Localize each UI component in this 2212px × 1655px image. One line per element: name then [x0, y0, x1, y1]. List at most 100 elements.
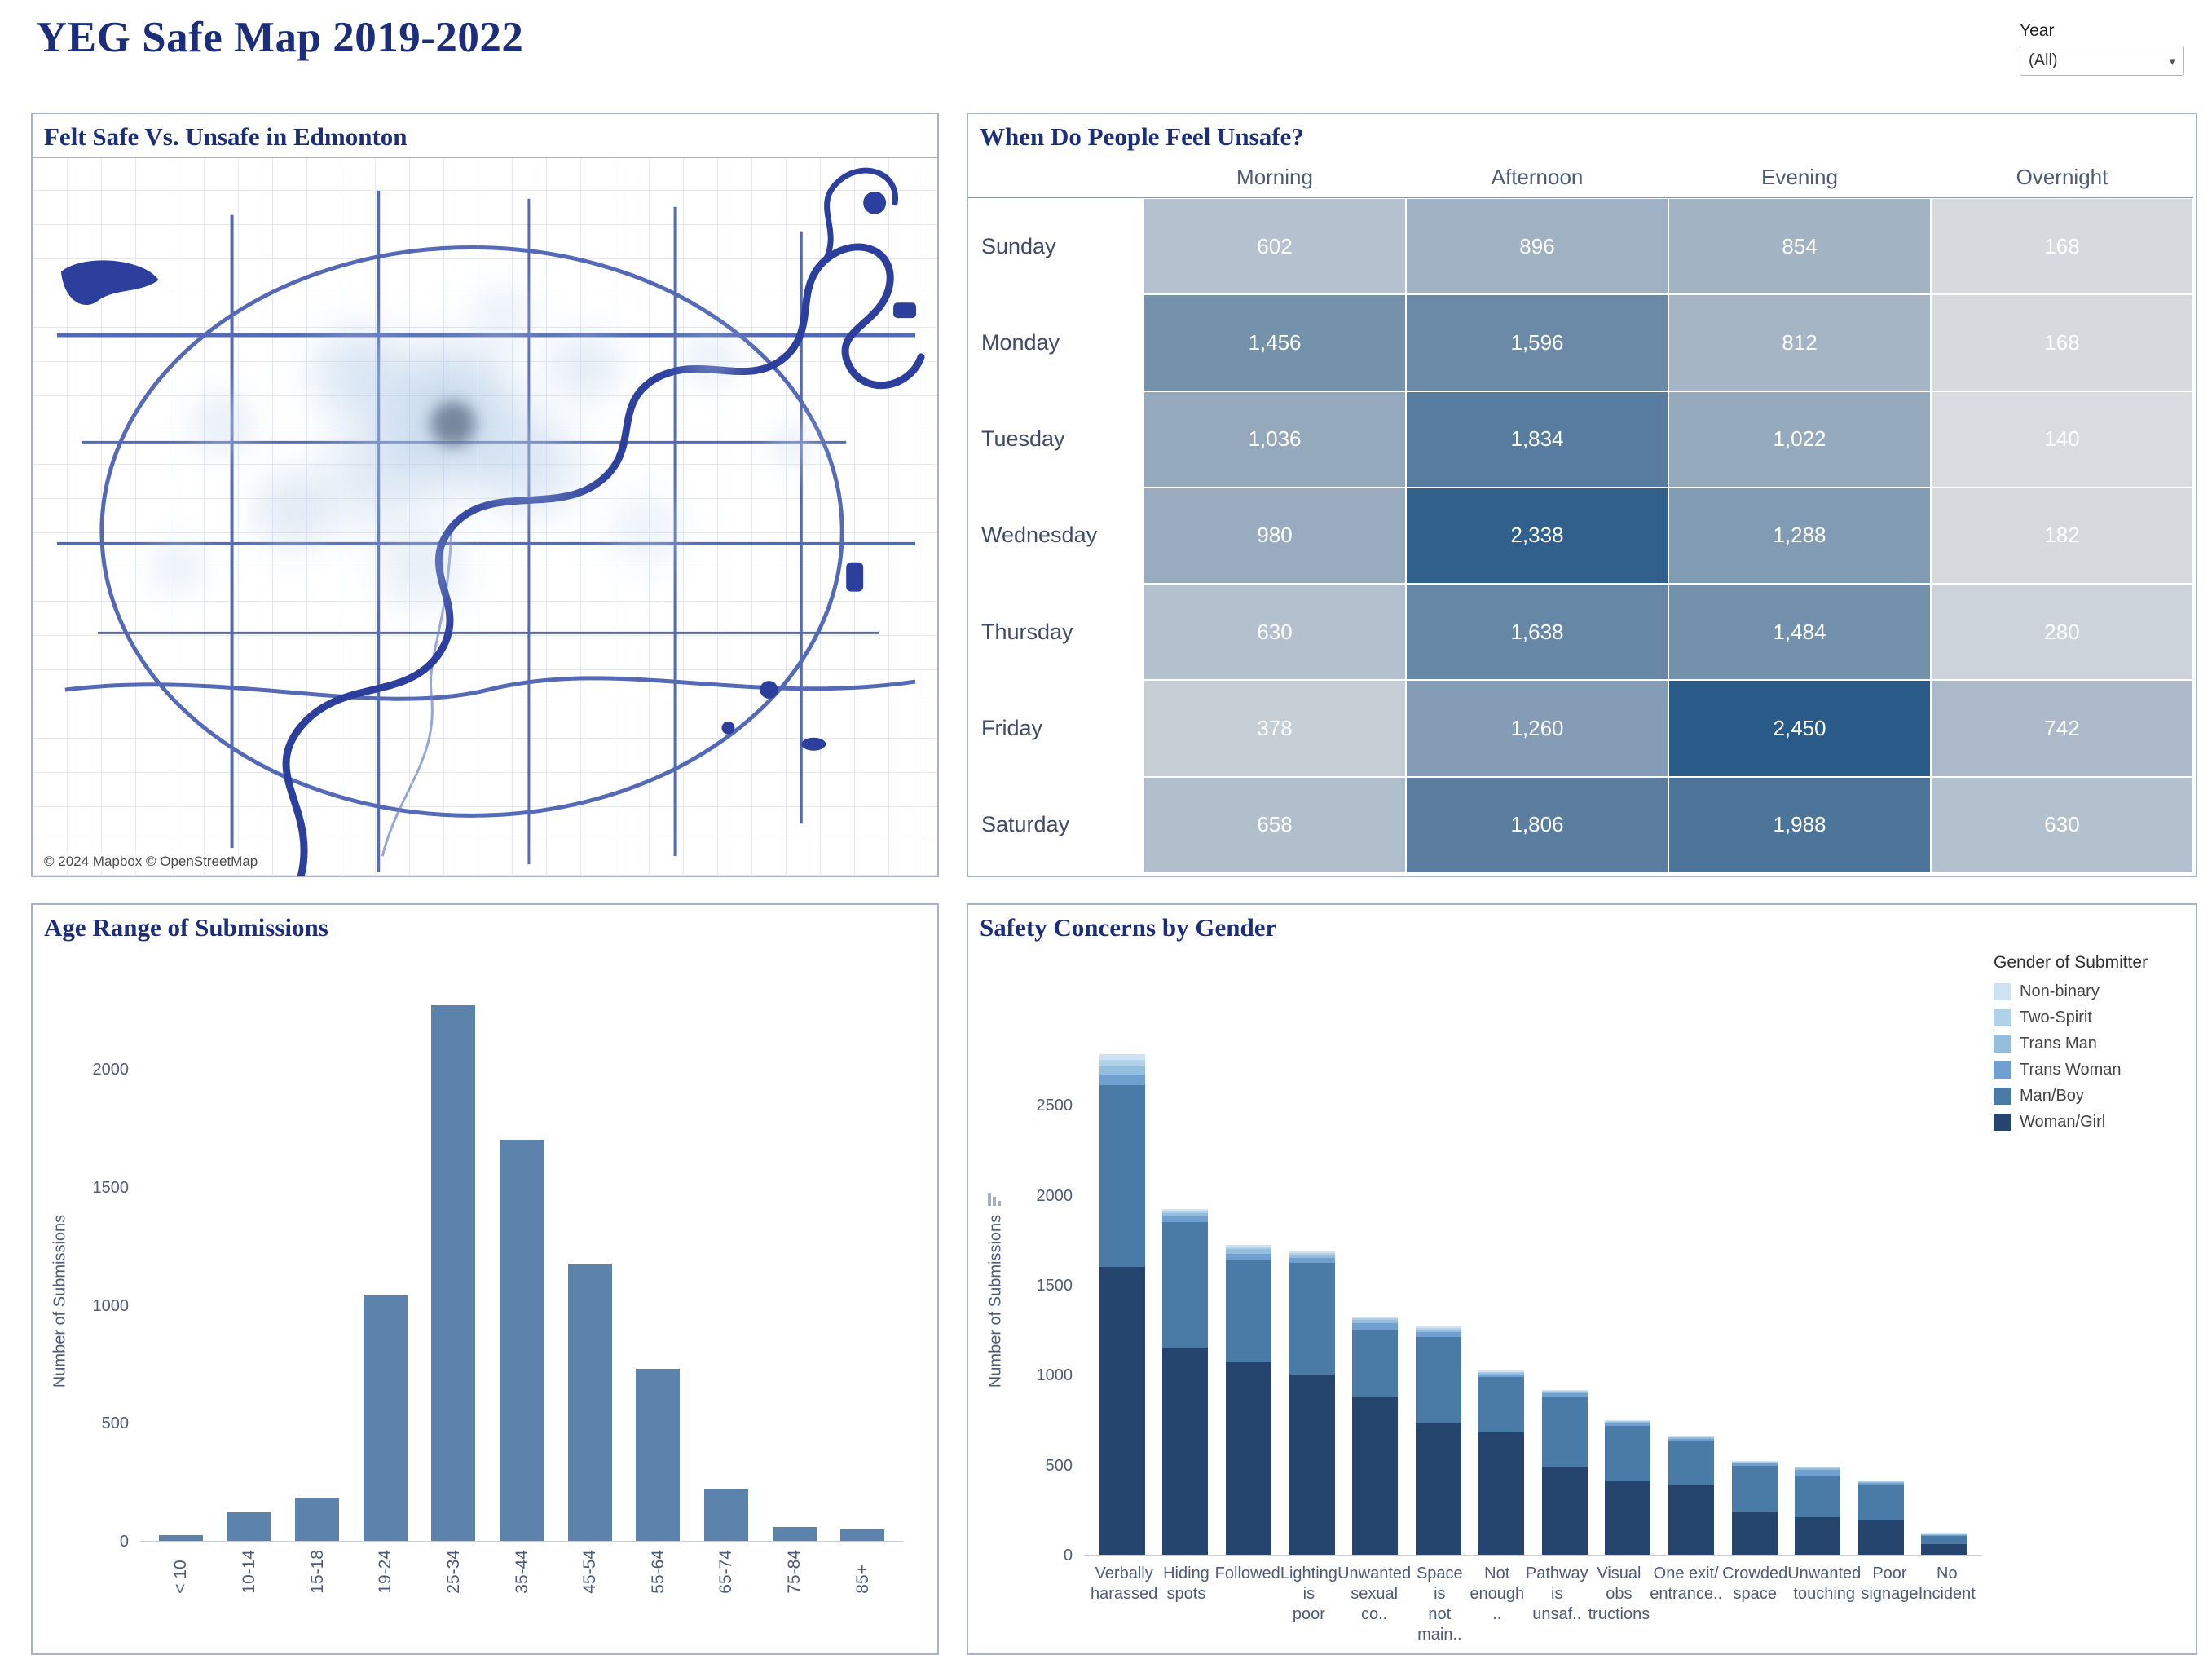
age-bar[interactable]	[158, 1535, 203, 1541]
legend-item-non-binary[interactable]: Non-binary	[1994, 982, 2181, 1001]
stacked-bar[interactable]	[1857, 1481, 1904, 1555]
heat-cell[interactable]: 1,988	[1668, 776, 1931, 873]
stacked-bar[interactable]	[1731, 1461, 1778, 1555]
row-label-saturday: Saturday	[981, 812, 1070, 837]
heat-cell[interactable]: 742	[1931, 680, 2193, 777]
heat-cell[interactable]: 1,638	[1406, 584, 1668, 681]
age-bar[interactable]	[840, 1529, 885, 1541]
x-label-cell: No Incident	[1919, 1564, 1976, 1645]
heat-cell[interactable]: 896	[1406, 198, 1668, 295]
bar-segment-woman-girl	[1731, 1512, 1778, 1555]
heat-cell[interactable]: 630	[1931, 776, 2193, 873]
heat-cell[interactable]: 658	[1143, 776, 1406, 873]
sort-icon[interactable]	[988, 1193, 1001, 1206]
age-bar[interactable]	[772, 1527, 817, 1541]
legend-item-trans-woman[interactable]: Trans Woman	[1994, 1061, 2181, 1079]
heat-cell[interactable]: 1,834	[1406, 391, 1668, 488]
bar-segment-trans-man	[1668, 1437, 1714, 1439]
heat-cell[interactable]: 1,484	[1668, 584, 1931, 681]
bar-column	[147, 987, 215, 1541]
heat-cell[interactable]: 1,022	[1668, 391, 1931, 488]
age-bar[interactable]	[500, 1140, 544, 1541]
heat-cell[interactable]: 168	[1931, 198, 2193, 295]
bar-segment-man-boy	[1225, 1260, 1271, 1362]
bar-segment-trans-woman	[1731, 1463, 1778, 1466]
bar-segment-trans-man	[1541, 1392, 1588, 1393]
heat-cell[interactable]: 630	[1143, 584, 1406, 681]
bar-segment-woman-girl	[1921, 1544, 1967, 1555]
map-canvas[interactable]: © 2024 Mapbox © OpenStreetMap	[33, 157, 937, 876]
y-tick-label: 2000	[1036, 1186, 1073, 1205]
heat-cell[interactable]: 378	[1143, 680, 1406, 777]
column-header-overnight: Overnight	[2016, 165, 2108, 189]
heat-cell[interactable]: 168	[1931, 294, 2193, 391]
y-tick-label: 2000	[92, 1061, 130, 1079]
stack-column	[1343, 1034, 1407, 1555]
age-bar[interactable]	[295, 1498, 340, 1541]
table-row: Saturday 658 1,806 1,988 630	[968, 776, 2193, 873]
stacked-bar[interactable]	[1415, 1326, 1461, 1555]
bar-segment-trans-woman	[1225, 1254, 1271, 1260]
map-river	[282, 167, 925, 876]
x-label-cell: Followed	[1215, 1564, 1280, 1645]
stacked-bar[interactable]	[1289, 1251, 1335, 1555]
x-axis-label: No Incident	[1918, 1565, 1976, 1603]
heat-cell[interactable]: 1,596	[1406, 294, 1668, 391]
bar-segment-non-binary	[1099, 1054, 1145, 1060]
age-bar[interactable]	[636, 1369, 681, 1541]
bar-segment-man-boy	[1668, 1441, 1714, 1485]
legend-label: Trans Man	[2020, 1035, 2097, 1053]
age-bar[interactable]	[431, 1005, 476, 1541]
stacked-bar[interactable]	[1099, 1054, 1145, 1555]
heat-cell[interactable]: 1,806	[1406, 776, 1668, 873]
x-axis-label: 65-74	[716, 1550, 736, 1594]
heat-cell[interactable]: 140	[1931, 391, 2193, 488]
gender-concerns-title: Safety Concerns by Gender	[980, 913, 1277, 942]
stacked-bar[interactable]	[1541, 1390, 1588, 1555]
legend-item-trans-man[interactable]: Trans Man	[1994, 1035, 2181, 1053]
heat-cell[interactable]: 1,036	[1143, 391, 1406, 488]
heat-cell[interactable]: 2,450	[1668, 680, 1931, 777]
heat-cell[interactable]: 2,338	[1406, 487, 1668, 585]
bar-segment-non-binary	[1668, 1436, 1714, 1437]
stacked-bar[interactable]	[1478, 1370, 1525, 1555]
legend-item-two-spirit[interactable]: Two-Spirit	[1994, 1008, 2181, 1027]
legend-item-woman-girl[interactable]: Woman/Girl	[1994, 1113, 2181, 1132]
stacked-bar[interactable]	[1668, 1436, 1714, 1555]
age-bars	[140, 987, 903, 1542]
heat-cell[interactable]: 602	[1143, 198, 1406, 295]
age-bar[interactable]	[363, 1295, 408, 1541]
stacked-bar[interactable]	[1162, 1209, 1209, 1555]
age-bar[interactable]	[567, 1264, 612, 1541]
stack-column	[1849, 1034, 1913, 1555]
row-label-friday: Friday	[981, 716, 1043, 741]
bar-segment-non-binary	[1605, 1420, 1651, 1421]
bar-segment-man-boy	[1921, 1536, 1967, 1544]
y-tick-label: 1500	[1036, 1276, 1073, 1295]
stacked-bar[interactable]	[1921, 1533, 1967, 1555]
stacked-bar[interactable]	[1795, 1467, 1841, 1555]
column-header-morning: Morning	[1236, 165, 1313, 189]
stacked-bar[interactable]	[1352, 1317, 1399, 1555]
bar-segment-man-boy	[1857, 1485, 1904, 1520]
legend-swatch	[1994, 1009, 2011, 1026]
heat-cell[interactable]: 1,260	[1406, 680, 1668, 777]
age-bar[interactable]	[703, 1489, 748, 1541]
heat-cell[interactable]: 980	[1143, 487, 1406, 585]
heat-cell[interactable]: 854	[1668, 198, 1931, 295]
bar-segment-woman-girl	[1668, 1485, 1714, 1555]
stacked-bar[interactable]	[1225, 1245, 1271, 1555]
heat-cell[interactable]: 1,456	[1143, 294, 1406, 391]
year-filter-select[interactable]: (All) ▾	[2020, 46, 2184, 76]
x-axis-label: 45-54	[580, 1550, 600, 1594]
bar-column	[624, 987, 692, 1541]
x-label-cell: Lighting is poor	[1280, 1564, 1337, 1645]
heat-cell[interactable]: 1,288	[1668, 487, 1931, 585]
heat-cell[interactable]: 812	[1668, 294, 1931, 391]
stacked-bar[interactable]	[1605, 1420, 1651, 1555]
legend-item-man-boy[interactable]: Man/Boy	[1994, 1087, 2181, 1106]
heat-cell[interactable]: 182	[1931, 487, 2193, 585]
x-axis-label: Followed	[1214, 1565, 1280, 1582]
age-bar[interactable]	[227, 1512, 271, 1541]
heat-cell[interactable]: 280	[1931, 584, 2193, 681]
